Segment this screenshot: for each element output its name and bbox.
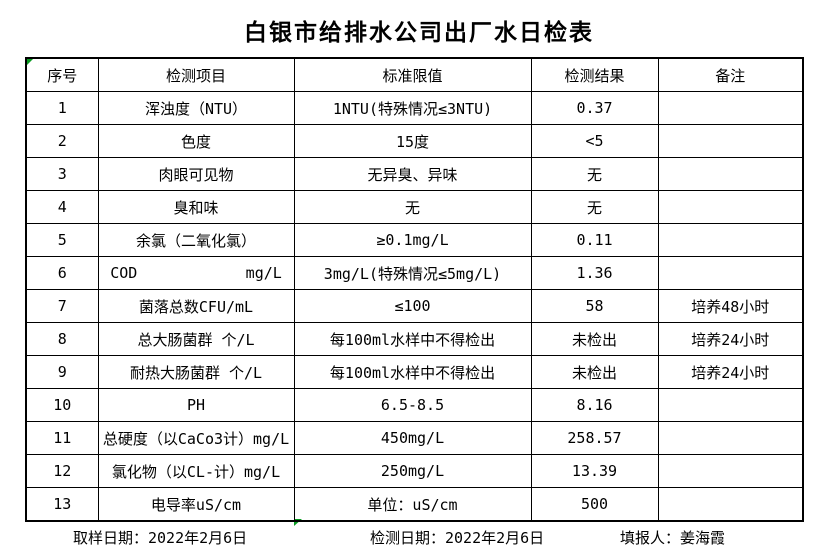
header-row: 序号 检测项目 标准限值 检测结果 备注: [25, 57, 804, 92]
table-row: 7 菌落总数CFU/mL ≤100 58 培养48小时: [25, 289, 804, 323]
excel-error-marker-icon: [294, 519, 302, 526]
cell-remark: [657, 487, 804, 522]
cell-remark: [657, 124, 804, 158]
cell-no: 4: [25, 190, 99, 224]
cell-result: 无: [530, 157, 659, 191]
table-row: 2 色度 15度 <5: [25, 124, 804, 158]
cell-result: 13.39: [530, 454, 659, 488]
column-header-item: 检测项目: [97, 57, 295, 92]
cell-result: 0.37: [530, 91, 659, 125]
cell-no: 10: [25, 388, 99, 422]
cell-limit: 3mg/L(特殊情况≤5mg/L): [293, 256, 532, 290]
table-row: 10 PH 6.5-8.5 8.16: [25, 388, 804, 422]
table-row: 12 氯化物（以CL-计）mg/L 250mg/L 13.39: [25, 454, 804, 488]
cell-item: PH: [97, 388, 295, 422]
cell-item: 浑浊度（NTU）: [97, 91, 295, 125]
cell-no: 11: [25, 421, 99, 455]
table-row: 9 耐热大肠菌群 个/L 每100ml水样中不得检出 未检出 培养24小时: [25, 355, 804, 389]
cell-remark: [657, 190, 804, 224]
cell-result: 258.57: [530, 421, 659, 455]
column-header-remark: 备注: [657, 57, 804, 92]
cell-no: 7: [25, 289, 99, 323]
cell-limit: ≥0.1mg/L: [293, 223, 532, 257]
cell-item: 余氯（二氧化氯）: [97, 223, 295, 257]
cell-remark: 培养24小时: [657, 355, 804, 389]
cell-limit: 250mg/L: [293, 454, 532, 488]
cell-no: 13: [25, 487, 99, 522]
cell-result: 58: [530, 289, 659, 323]
table-row: 11 总硬度（以CaCo3计）mg/L 450mg/L 258.57: [25, 421, 804, 455]
cell-item: 耐热大肠菌群 个/L: [97, 355, 295, 389]
cell-result: 500: [530, 487, 659, 522]
cell-no: 12: [25, 454, 99, 488]
cell-item: 总硬度（以CaCo3计）mg/L: [97, 421, 295, 455]
cell-no: 2: [25, 124, 99, 158]
cell-limit: 450mg/L: [293, 421, 532, 455]
cell-item: 总大肠菌群 个/L: [97, 322, 295, 356]
cell-limit: ≤100: [293, 289, 532, 323]
cell-no: 8: [25, 322, 99, 356]
cell-item: 肉眼可见物: [97, 157, 295, 191]
cell-item: 电导率uS/cm: [97, 487, 295, 522]
cell-limit: 单位：uS/cm: [293, 487, 532, 522]
column-header-result: 检测结果: [530, 57, 659, 92]
table-row: 8 总大肠菌群 个/L 每100ml水样中不得检出 未检出 培养24小时: [25, 322, 804, 356]
table-row: 6 COD mg/L 3mg/L(特殊情况≤5mg/L) 1.36: [25, 256, 804, 290]
cell-result: 1.36: [530, 256, 659, 290]
cell-result: 0.11: [530, 223, 659, 257]
cell-result: 8.16: [530, 388, 659, 422]
cell-remark: [657, 223, 804, 257]
cell-remark: [657, 388, 804, 422]
column-header-no: 序号: [25, 57, 99, 92]
table-row: 4 臭和味 无 无: [25, 190, 804, 224]
cell-remark: [657, 454, 804, 488]
cell-item: 色度: [97, 124, 295, 158]
table-row: 5 余氯（二氧化氯） ≥0.1mg/L 0.11: [25, 223, 804, 257]
cell-item: 菌落总数CFU/mL: [97, 289, 295, 323]
reporter: 填报人：姜海霞: [620, 529, 726, 547]
cell-limit: 无异臭、异味: [293, 157, 532, 191]
column-header-limit: 标准限值: [293, 57, 532, 92]
cell-item: COD mg/L: [97, 256, 295, 290]
cell-limit: 每100ml水样中不得检出: [293, 322, 532, 356]
cell-limit: 每100ml水样中不得检出: [293, 355, 532, 389]
cell-result: 未检出: [530, 322, 659, 356]
cell-item: 臭和味: [97, 190, 295, 224]
cell-remark: [657, 256, 804, 290]
cell-no: 1: [25, 91, 99, 125]
test-date: 检测日期：2022年2月6日: [370, 529, 545, 547]
cell-no: 5: [25, 223, 99, 257]
table-row: 1 浑浊度（NTU） 1NTU(特殊情况≤3NTU) 0.37: [25, 91, 804, 125]
cell-no: 3: [25, 157, 99, 191]
cell-result: 未检出: [530, 355, 659, 389]
sampling-date: 取样日期：2022年2月6日: [73, 529, 248, 547]
cell-remark: 培养48小时: [657, 289, 804, 323]
cell-limit: 1NTU(特殊情况≤3NTU): [293, 91, 532, 125]
page-title: 白银市给排水公司出厂水日检表: [244, 20, 594, 46]
cell-no: 6: [25, 256, 99, 290]
cell-remark: [657, 421, 804, 455]
table-row: 13 电导率uS/cm 单位：uS/cm 500: [25, 487, 804, 522]
cell-remark: 培养24小时: [657, 322, 804, 356]
inspection-table: 序号 检测项目 标准限值 检测结果 备注 1 浑浊度（NTU） 1NTU(特殊情…: [25, 57, 804, 522]
cell-limit: 6.5-8.5: [293, 388, 532, 422]
cell-result: 无: [530, 190, 659, 224]
cell-remark: [657, 157, 804, 191]
cell-item: 氯化物（以CL-计）mg/L: [97, 454, 295, 488]
cell-result: <5: [530, 124, 659, 158]
cell-remark: [657, 91, 804, 125]
cell-no: 9: [25, 355, 99, 389]
cell-limit: 无: [293, 190, 532, 224]
cell-limit: 15度: [293, 124, 532, 158]
table-row: 3 肉眼可见物 无异臭、异味 无: [25, 157, 804, 191]
